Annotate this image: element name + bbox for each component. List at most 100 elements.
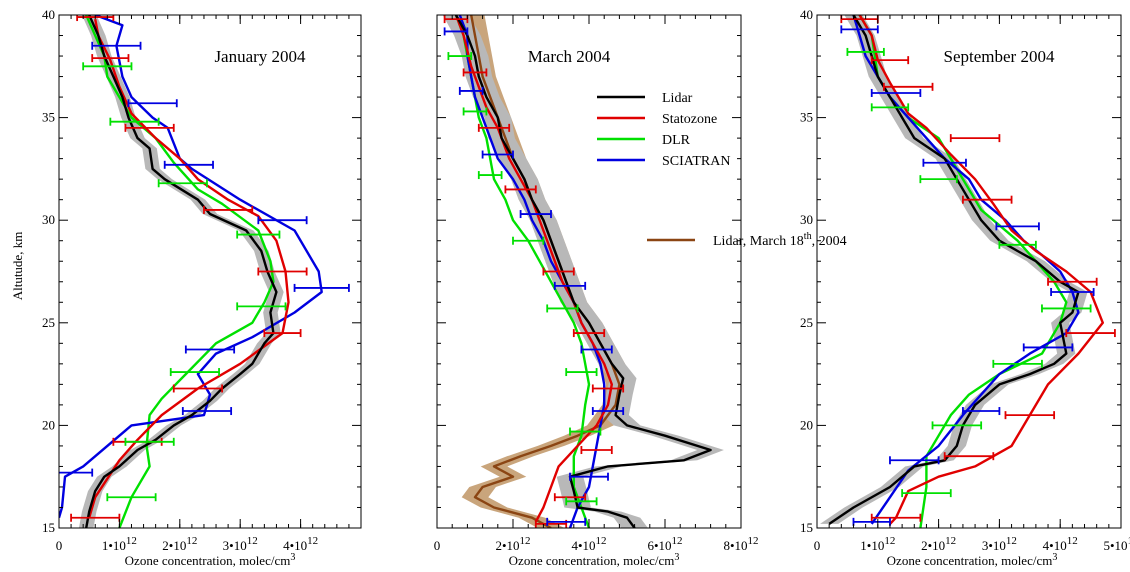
dlr-line bbox=[85, 15, 275, 528]
dlr-error-bar bbox=[931, 421, 983, 430]
statozone-error-bar bbox=[462, 68, 488, 77]
y-tick-label: 15 bbox=[800, 520, 813, 535]
panel-september: 15 20 25 30 35 40 0 1•1012 2•1012 3•1012 4•1012 5•1… bbox=[800, 7, 1130, 553]
y-tick-label: 40 bbox=[42, 7, 55, 22]
statozone-error-bar bbox=[962, 195, 1013, 204]
sciatran-error-bar bbox=[481, 150, 514, 159]
sciatran-error-bar bbox=[580, 345, 613, 354]
sciatran-error-bar bbox=[163, 160, 214, 169]
sciatran-error-bar bbox=[257, 216, 308, 225]
lidar-band bbox=[78, 15, 284, 528]
dlr-error-bar bbox=[106, 493, 157, 502]
statozone-error-bar bbox=[172, 384, 223, 393]
x-tick-label: 5•1012 bbox=[1103, 535, 1130, 553]
dlr-error-bar bbox=[901, 489, 952, 498]
statozone-line bbox=[454, 15, 613, 523]
dlr-error-bar bbox=[919, 175, 958, 184]
dlr-error-bar bbox=[236, 302, 287, 311]
plot-frame bbox=[58, 14, 362, 529]
sciatran-error-bar bbox=[922, 158, 967, 167]
y-tick-label: 20 bbox=[800, 417, 813, 432]
sciatran-error-bar bbox=[840, 25, 879, 34]
statozone-error-bar bbox=[949, 134, 1001, 143]
x-tick-label: 2•1012 bbox=[921, 535, 956, 553]
sciatran-error-bar bbox=[59, 468, 94, 477]
x-tick-label: 4•1012 bbox=[283, 535, 318, 553]
sciatran-error-bar bbox=[443, 27, 469, 36]
dlr-error-bar bbox=[157, 179, 208, 188]
sciatran-error-bar bbox=[591, 407, 625, 416]
legend-label-sciatran: SCIATRAN bbox=[662, 154, 730, 169]
sciatran-error-bar bbox=[1022, 343, 1074, 352]
y-tick-label: 30 bbox=[42, 212, 55, 227]
statozone-error-bar bbox=[870, 56, 910, 65]
dlr-error-bar bbox=[870, 103, 910, 112]
sciatran-error-bar bbox=[181, 407, 233, 416]
dlr-error-bar bbox=[846, 47, 885, 56]
x-axis-label-january: Ozone concentration, molec/cm3 bbox=[125, 552, 296, 568]
sciatran-error-bar bbox=[1050, 288, 1095, 297]
statozone-error-bar bbox=[943, 452, 995, 461]
statozone-error-bar bbox=[580, 446, 613, 455]
dlr-error-bar bbox=[124, 437, 175, 446]
statozone-error-bar bbox=[1047, 277, 1098, 286]
sciatran-error-bar bbox=[546, 517, 587, 526]
statozone-error-bar bbox=[882, 82, 934, 91]
lidar-band bbox=[442, 15, 724, 528]
y-tick-label: 35 bbox=[42, 110, 55, 125]
y-tick-label: 25 bbox=[42, 315, 55, 330]
panel-january: 15 20 25 30 35 40 0 1•1012 2•1012 3•1012 4•1012 Jan… bbox=[42, 7, 362, 553]
statozone-error-bar bbox=[591, 384, 625, 393]
sciatran-error-bar bbox=[91, 41, 142, 50]
x-tick-label: 0 bbox=[434, 538, 441, 553]
plot-area bbox=[820, 15, 1116, 528]
statozone-error-bar bbox=[870, 513, 922, 522]
x-tick-label: 2•1012 bbox=[495, 535, 530, 553]
x-tick-label: 8•1012 bbox=[723, 535, 758, 553]
sciatran-error-bar bbox=[553, 281, 587, 290]
x-tick-label: 1•1012 bbox=[860, 535, 895, 553]
statozone-error-bar bbox=[542, 267, 575, 276]
legend-label-lidar: Lidar bbox=[662, 91, 693, 106]
sciatran-line bbox=[59, 15, 323, 519]
dlr-error-bar bbox=[998, 240, 1037, 249]
legend-label-dlr: DLR bbox=[662, 133, 691, 148]
statozone-error-bar bbox=[477, 123, 511, 132]
statozone-error-bar bbox=[1004, 411, 1056, 420]
plot-frame bbox=[816, 14, 1122, 529]
sciatran-error-bar bbox=[870, 88, 922, 97]
statozone-error-bar bbox=[263, 329, 302, 338]
dlr-error-bar bbox=[236, 230, 281, 239]
x-axis-label-march: Ozone concentration, molec/cm3 bbox=[509, 552, 680, 568]
statozone-error-bar bbox=[124, 123, 175, 132]
x-tick-label: 2•1012 bbox=[162, 535, 197, 553]
lidar-line bbox=[828, 15, 1080, 525]
x-tick-label: 4•1012 bbox=[1043, 535, 1078, 553]
plot-area bbox=[442, 15, 724, 528]
dlr-error-bar bbox=[565, 497, 598, 506]
dlr-error-bar bbox=[462, 107, 488, 116]
y-tick-label: 40 bbox=[800, 7, 813, 22]
statozone-error-bar bbox=[553, 493, 587, 502]
dlr-error-bar bbox=[82, 62, 133, 71]
plot-area bbox=[59, 15, 350, 528]
x-tick-label: 0 bbox=[56, 538, 63, 553]
statozone-error-bar bbox=[91, 54, 130, 63]
x-tick-label: 3•1012 bbox=[223, 535, 258, 553]
legend: Lidar Statozone DLR SCIATRAN Lidar, March 18… bbox=[597, 91, 847, 249]
statozone-line bbox=[858, 15, 1104, 525]
statozone-error-bar bbox=[504, 185, 537, 194]
y-tick-label: 20 bbox=[42, 417, 55, 432]
sciatran-error-bar bbox=[184, 345, 236, 354]
y-tick-label: 25 bbox=[800, 315, 813, 330]
x-tick-label: 0 bbox=[814, 538, 821, 553]
panel-march: 0 2•1012 4•1012 6•1012 8•1012 March 2004 bbox=[434, 14, 759, 553]
sciatran-error-bar bbox=[293, 283, 350, 292]
dlr-error-bar bbox=[992, 359, 1043, 368]
dlr-error-bar bbox=[447, 52, 473, 61]
dlr-error-bar bbox=[109, 117, 160, 126]
dlr-error-bar bbox=[569, 427, 602, 436]
y-tick-label: 30 bbox=[800, 212, 813, 227]
legend-label-march18: Lidar, March 18th, 2004 bbox=[713, 231, 847, 249]
